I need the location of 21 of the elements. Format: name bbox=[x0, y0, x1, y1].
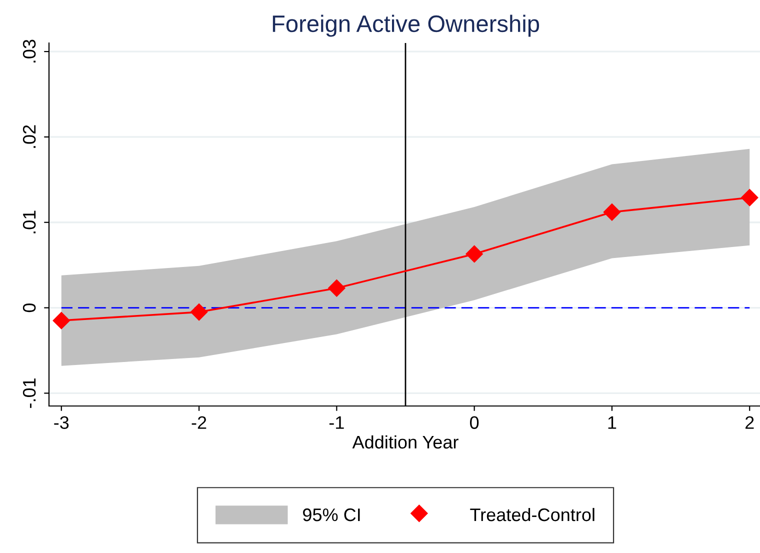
chart-title: Foreign Active Ownership bbox=[272, 14, 540, 37]
legend-label: 95% CI bbox=[303, 508, 360, 522]
point bbox=[52, 312, 70, 330]
y-tick-label: .01 bbox=[22, 210, 36, 234]
x-tick-label: -3 bbox=[54, 416, 69, 429]
x-axis-title: Addition Year bbox=[352, 435, 458, 449]
legend-label: Treated-Control bbox=[470, 508, 594, 522]
point bbox=[190, 303, 208, 321]
x-tick-label: 1 bbox=[608, 416, 616, 429]
x-tick-label: 2 bbox=[746, 416, 754, 429]
x-tick-label: -1 bbox=[329, 416, 344, 429]
point bbox=[741, 189, 758, 206]
y-tick-label: 0 bbox=[22, 303, 36, 312]
point bbox=[603, 204, 621, 221]
y-tick-label: .03 bbox=[22, 40, 36, 62]
x-tick-label: 0 bbox=[470, 416, 479, 429]
point bbox=[466, 245, 483, 263]
y-tick-label: -.01 bbox=[22, 378, 36, 408]
x-tick-label: -2 bbox=[192, 416, 206, 429]
y-tick-label: .02 bbox=[22, 125, 36, 148]
point bbox=[328, 280, 346, 297]
